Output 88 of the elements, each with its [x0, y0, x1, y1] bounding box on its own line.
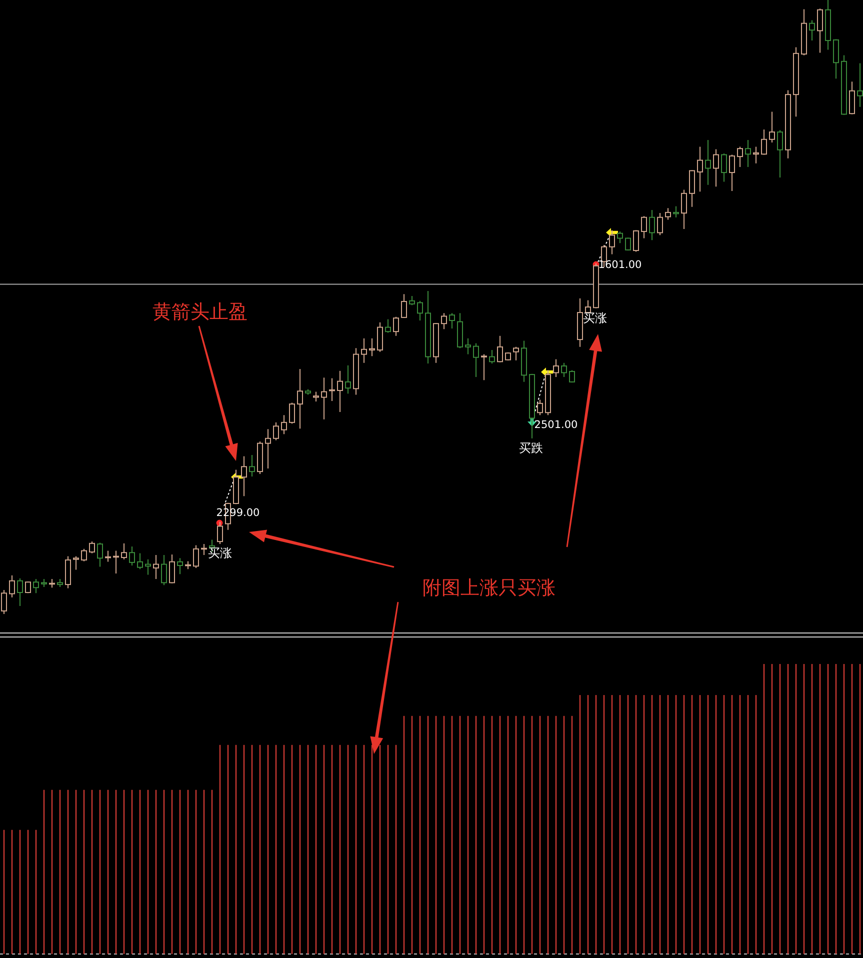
- candlestick: [321, 377, 327, 420]
- candlestick: [737, 146, 743, 168]
- candlestick: [241, 456, 247, 497]
- candlestick: [609, 230, 615, 255]
- candlestick: [113, 550, 119, 574]
- candlestick: [361, 338, 367, 364]
- candlestick: [265, 428, 271, 469]
- candlestick: [137, 552, 143, 570]
- candlestick: [17, 578, 23, 607]
- candlestick: [289, 402, 295, 424]
- candlestick: [401, 294, 407, 319]
- candlestick: [857, 62, 863, 108]
- candlestick: [705, 139, 711, 186]
- candlestick: [553, 358, 559, 378]
- candlestick: [193, 544, 199, 568]
- candlestick: [337, 370, 343, 412]
- candlestick: [777, 130, 783, 178]
- candlestick: [561, 362, 567, 378]
- candlestick: [641, 216, 647, 239]
- candlestick: [345, 364, 351, 394]
- candlestick: [665, 208, 671, 220]
- candlestick: [497, 335, 503, 363]
- candlestick: [273, 422, 279, 441]
- candlestick: [313, 391, 319, 402]
- candlestick: [745, 139, 751, 168]
- candlestick: [73, 556, 79, 570]
- candlestick: [377, 322, 383, 352]
- candlestick: [441, 312, 447, 330]
- candlestick: [721, 153, 727, 182]
- candlestick: [689, 170, 695, 208]
- candlestick: [569, 370, 575, 384]
- candlestick: [697, 146, 703, 192]
- candlestick: [729, 154, 735, 192]
- candlestick: [761, 129, 767, 156]
- candlestick: [681, 189, 687, 230]
- annotation: 2501.00: [534, 419, 578, 431]
- annotation: 附图上涨只买涨: [422, 577, 556, 599]
- candlestick: [297, 368, 303, 430]
- candlestick: [105, 550, 111, 562]
- candlestick: [33, 578, 39, 594]
- candlestick: [177, 558, 183, 575]
- candlestick: [769, 111, 775, 143]
- candlestick: [393, 316, 399, 336]
- candlestick: [513, 346, 519, 361]
- candlestick: [409, 295, 415, 306]
- candlestick: [417, 300, 423, 322]
- candlestick: [81, 548, 87, 562]
- candlestick: [281, 414, 287, 435]
- candlestick: [625, 237, 631, 252]
- candlestick: [121, 542, 127, 560]
- candlestick: [169, 554, 175, 584]
- candlestick: [1, 590, 7, 614]
- candlestick: [473, 342, 479, 378]
- candlestick: [9, 574, 15, 598]
- candlestick: [249, 454, 255, 477]
- candlestick: [201, 544, 207, 556]
- candlestick: [753, 146, 759, 164]
- candlestick: [585, 300, 591, 314]
- candlestick: [465, 338, 471, 355]
- candlestick: [673, 206, 679, 218]
- candlestick: [617, 230, 623, 244]
- candlestick: [97, 542, 103, 568]
- candlestick: [809, 20, 815, 42]
- annotation: 买涨: [208, 546, 232, 560]
- candlestick: [833, 38, 839, 80]
- candlestick: [713, 148, 719, 188]
- candlestick: [369, 338, 375, 357]
- candlestick: [449, 312, 455, 329]
- candlestick: [481, 354, 487, 381]
- annotation: 买涨: [583, 311, 607, 325]
- candlestick: [129, 546, 135, 566]
- candlestick: [385, 318, 391, 334]
- annotation: 黄箭头止盈: [152, 301, 248, 323]
- candlestick: [145, 558, 151, 576]
- candlestick: [89, 541, 95, 554]
- candlestick: [153, 554, 159, 580]
- candlestick: [633, 230, 639, 252]
- annotation: 1601.00: [598, 259, 642, 271]
- candlestick: [657, 212, 663, 236]
- candlestick: [161, 554, 167, 586]
- candlestick: [489, 349, 495, 364]
- candlestick: [217, 521, 223, 545]
- candlestick: [537, 399, 543, 416]
- annotation: 买跌: [519, 441, 543, 455]
- candlestick: [649, 209, 655, 241]
- candlestick: [329, 378, 335, 402]
- candlestick: [817, 8, 823, 54]
- candlestick: [849, 81, 855, 115]
